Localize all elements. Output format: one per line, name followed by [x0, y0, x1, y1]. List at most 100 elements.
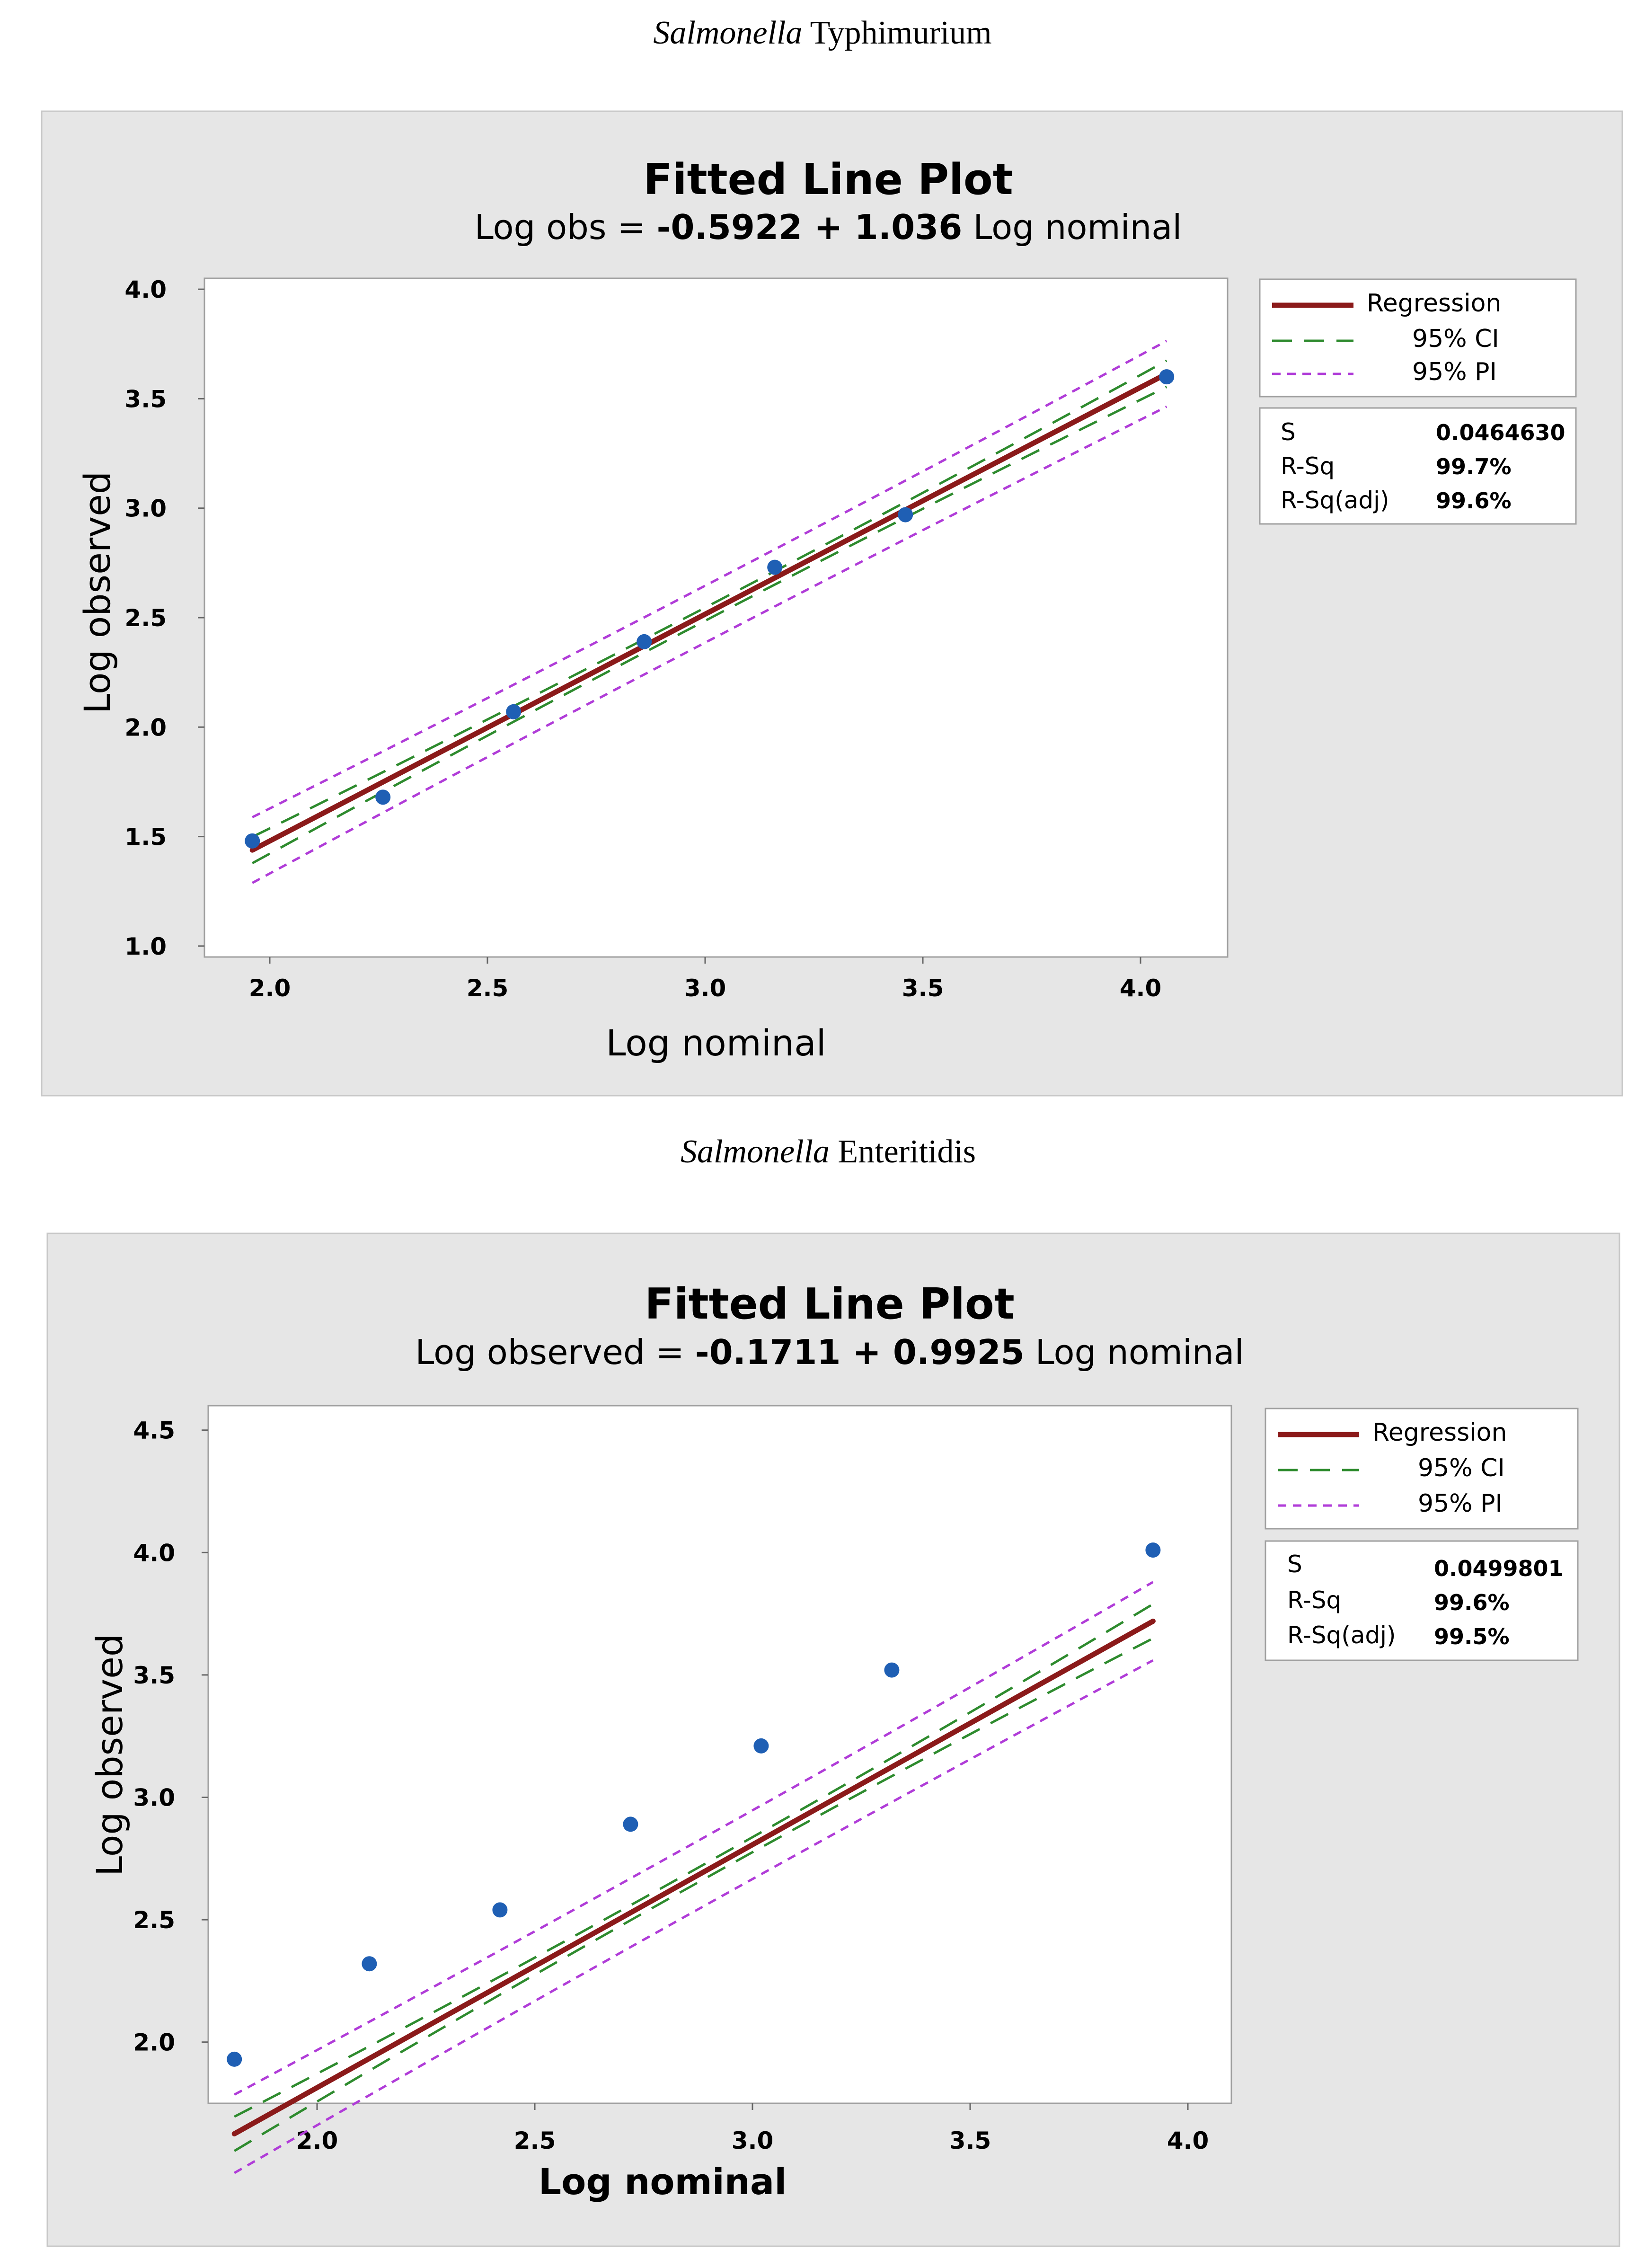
- panel2-legend: Regression 95% CI 95% PI: [1265, 1408, 1579, 1530]
- panel1-legend-box: [1259, 278, 1577, 398]
- panel1-stat-rsqadj-value: 99.6%: [1436, 488, 1512, 514]
- panel1-species-caption: Salmonella Typhimurium: [653, 15, 991, 51]
- panel1-regression: [249, 371, 1169, 853]
- panel1-x-tick-label: 4.0: [1120, 975, 1162, 1002]
- panel1-chart-title: Fitted Line Plot: [643, 155, 1013, 204]
- panel2-y-tick-label: 4.0: [133, 1539, 175, 1567]
- panel2-chart-title: Fitted Line Plot: [645, 1279, 1014, 1329]
- panel1-equation: Log obs = -0.5922 + 1.036 Log nominal: [475, 207, 1182, 247]
- panel1-y-tick-label: 4.0: [124, 276, 167, 303]
- panel1-data-point: [375, 789, 391, 805]
- panel1-pi-lower-line: [252, 405, 1167, 884]
- panel2-regression: [231, 1618, 1156, 2136]
- panel2-species-caption: Salmonella Enteritidis: [681, 1134, 976, 1170]
- panel1-y-axis-label: Log observed: [76, 471, 118, 714]
- panel1-equation-rhs: -0.5922 + 1.036: [656, 207, 962, 247]
- panel1-y-tick-label: 1.5: [124, 824, 167, 851]
- panel1-y-tick-label: 3.5: [124, 385, 167, 413]
- panel1-stat-s-label: S: [1281, 418, 1296, 446]
- panel1-stats-box: [1259, 407, 1577, 525]
- panel1-species-name: Typhimurium: [810, 15, 992, 51]
- panel1-regression-line: [249, 371, 1169, 853]
- panel2-interval-bands: [233, 1581, 1154, 2174]
- panel2-species-name: Enteritidis: [838, 1134, 976, 1170]
- panel2-data-points: [227, 1542, 1161, 2067]
- panel2-x-axis-label: Log nominal: [539, 2161, 787, 2203]
- panel2-y-tick-label: 4.5: [133, 1417, 175, 1444]
- panel2-legend-pi-label: 95% PI: [1418, 1489, 1503, 1518]
- panel2-data-point: [227, 2051, 242, 2067]
- panel2-x-tick-label: 2.0: [296, 2127, 338, 2154]
- panel2-ci-lower-line: [233, 1637, 1154, 2152]
- panel2-equation-term: Log nominal: [1035, 1332, 1244, 1372]
- panel1-equation-term: Log nominal: [973, 207, 1182, 247]
- panel2-chart: Fitted Line Plot Log observed = -0.1711 …: [46, 1232, 1620, 2247]
- panel2-x-axis: 2.0 2.5 3.0 3.5 4.0: [296, 2103, 1209, 2154]
- panel1-x-axis: 2.0 2.5 3.0 3.5 4.0: [249, 957, 1162, 1002]
- panel2-equation-lhs: Log observed =: [415, 1332, 684, 1372]
- panel2-data-point: [753, 1738, 769, 1754]
- panel2-x-tick-label: 4.0: [1167, 2127, 1209, 2154]
- panel2-species-genus: Salmonella: [681, 1134, 830, 1170]
- panel1-stat-s-value: 0.0464630: [1436, 420, 1565, 445]
- panel1-plot-area: [203, 277, 1229, 958]
- panel2-legend-regression-label: Regression: [1372, 1418, 1507, 1447]
- panel1-x-tick-label: 2.0: [249, 975, 291, 1002]
- panel1-interval-bands: [252, 340, 1167, 884]
- panel1-stat-rsq-value: 99.7%: [1436, 454, 1512, 479]
- panel2-stat-s-value: 0.0499801: [1434, 1556, 1564, 1581]
- panel2-pi-upper-line: [234, 1581, 1154, 2096]
- panel2-y-tick-label: 3.5: [133, 1662, 175, 1689]
- panel1-legend-pi-label: 95% PI: [1412, 358, 1497, 386]
- panel2-x-tick-label: 3.5: [949, 2127, 991, 2154]
- panel1-y-tick-label: 2.0: [124, 714, 167, 741]
- panel2-stat-rsq-value: 99.6%: [1434, 1590, 1510, 1615]
- panel1-x-tick-label: 3.0: [684, 975, 726, 1002]
- panel1-y-tick-label: 2.5: [124, 604, 167, 632]
- panel2-legend-box: [1265, 1408, 1579, 1530]
- panel2-legend-ci-label: 95% CI: [1418, 1454, 1505, 1482]
- panel2-plot-area: [207, 1405, 1232, 2104]
- panel2-y-tick-label: 2.5: [133, 1906, 175, 1934]
- panel1-x-tick-label: 3.5: [902, 975, 944, 1002]
- panel1-stat-rsqadj-label: R-Sq(adj): [1281, 487, 1389, 514]
- panel1-legend-regression-label: Regression: [1367, 289, 1501, 318]
- panel2-ci-upper-line: [234, 1603, 1154, 2118]
- panel1-stat-rsq-label: R-Sq: [1281, 452, 1335, 480]
- panel1-y-tick-label: 3.0: [124, 495, 167, 523]
- panel2-data-point: [362, 1956, 377, 1972]
- panel1-data-point: [767, 559, 783, 575]
- panel2-regression-line: [231, 1618, 1156, 2136]
- panel2-equation-rhs: -0.1711 + 0.9925: [695, 1332, 1025, 1372]
- panel2-y-tick-label: 3.0: [133, 1784, 175, 1812]
- panel1-chart: Fitted Line Plot Log obs = -0.5922 + 1.0…: [41, 110, 1623, 1097]
- panel1-species-genus: Salmonella: [653, 15, 802, 51]
- panel2-stat-rsq-label: R-Sq: [1287, 1586, 1341, 1614]
- panel2-stat-rsqadj-label: R-Sq(adj): [1287, 1621, 1396, 1649]
- panel2-data-point: [623, 1816, 638, 1832]
- panel1-data-point: [637, 634, 652, 649]
- panel2-stats-box: [1265, 1540, 1579, 1661]
- panel2-data-point: [492, 1902, 508, 1918]
- panel1-data-point: [1159, 369, 1175, 385]
- panel2-data-point: [884, 1662, 900, 1678]
- panel2-stat-rsqadj-value: 99.5%: [1434, 1624, 1510, 1649]
- panel2-stat-s-label: S: [1287, 1550, 1302, 1578]
- panel1-ci-lower-line: [252, 386, 1167, 864]
- panel2-equation: Log observed = -0.1711 + 0.9925 Log nomi…: [415, 1332, 1244, 1372]
- panel1-data-point: [245, 833, 260, 849]
- panel1-data-point: [506, 704, 522, 719]
- panel2-y-tick-label: 2.0: [133, 2029, 175, 2056]
- panel1-x-tick-label: 2.5: [467, 975, 509, 1002]
- panel1-ci-upper-line: [252, 359, 1167, 838]
- panel1-y-axis: 1.0 1.5 2.0 2.5 3.0 3.5 4.0: [124, 276, 204, 960]
- panel2-stats: S 0.0499801 R-Sq 99.6% R-Sq(adj) 99.5%: [1265, 1540, 1579, 1661]
- panel1-equation-lhs: Log obs =: [475, 207, 646, 247]
- panel1-data-point: [898, 507, 913, 523]
- panel1-stats: S 0.0464630 R-Sq 99.7% R-Sq(adj) 99.6%: [1259, 407, 1577, 525]
- panel2-data-point: [1145, 1542, 1161, 1558]
- panel2-x-tick-label: 2.5: [514, 2127, 556, 2154]
- panel1-pi-upper-line: [252, 340, 1167, 818]
- panel2-x-tick-label: 3.0: [732, 2127, 774, 2154]
